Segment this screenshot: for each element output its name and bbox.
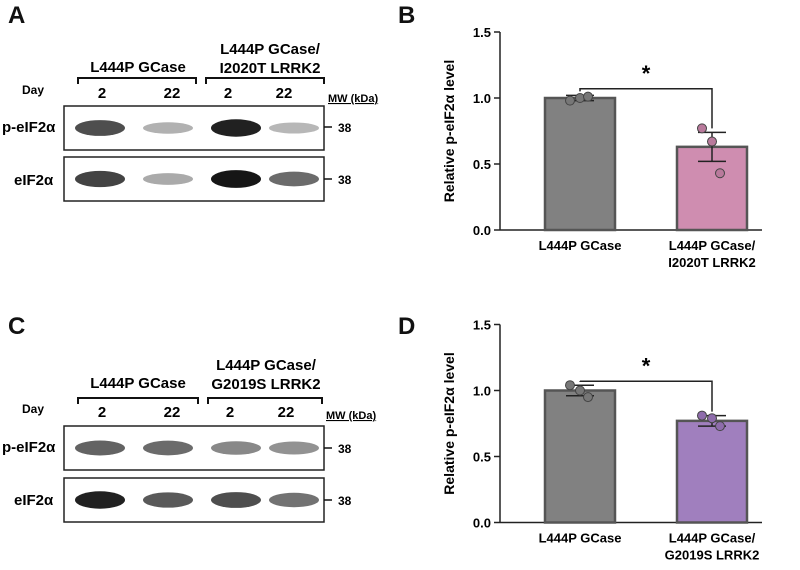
y-tick-label: 0.5 <box>473 450 491 465</box>
data-point <box>707 136 717 147</box>
bar <box>675 419 749 524</box>
group-label-l444p: L444P GCase <box>90 59 186 76</box>
group-bracket-2 <box>207 397 323 404</box>
western-blot-panel-a: L444P GCase L444P GCase/ I2020T LRRK2 Da… <box>2 41 378 202</box>
data-point <box>565 380 575 391</box>
blot-band <box>143 492 193 508</box>
row-label-p-eif2a: p-eIF2α <box>2 439 56 456</box>
day-2-label: 2 <box>226 404 234 421</box>
row-label-eif2a: eIF2α <box>14 492 54 509</box>
group-bracket-1 <box>77 77 197 84</box>
blot-band <box>143 173 193 185</box>
x-tick-label: L444P GCase/ <box>669 238 756 253</box>
blot-band <box>211 170 261 188</box>
day-2-label: 2 <box>98 85 106 102</box>
group-label-mutant-line1: L444P GCase/ <box>220 41 321 58</box>
day-label: Day <box>22 83 44 97</box>
group-label-mutant-line2: I2020T LRRK2 <box>220 60 321 77</box>
data-point <box>715 421 725 432</box>
group-bracket-2 <box>205 77 325 84</box>
data-point <box>583 91 593 102</box>
y-tick-label: 1.5 <box>473 318 491 333</box>
mw-label: MW (kDa) <box>326 410 376 422</box>
day-label: Day <box>22 402 44 416</box>
mw-label: MW (kDa) <box>328 93 378 105</box>
blot-band <box>211 492 261 508</box>
day-2-label: 2 <box>224 85 232 102</box>
group-label-l444p: L444P GCase <box>90 375 186 392</box>
blot-band <box>75 491 125 509</box>
panel-letter-b: B <box>398 2 416 29</box>
x-tick-label: L444P GCase <box>539 531 622 546</box>
blot-band <box>269 441 319 455</box>
panel-letter-c: C <box>8 313 26 340</box>
mw-value: 38 <box>338 494 352 508</box>
x-tick-label: L444P GCase/ <box>669 531 756 546</box>
y-axis-label: Relative p-eIF2α level <box>441 352 457 494</box>
mw-value: 38 <box>338 442 352 456</box>
data-point <box>707 413 717 424</box>
y-axis-label: Relative p-eIF2α level <box>441 60 457 202</box>
day-22-label: 22 <box>164 404 181 421</box>
group-label-mutant-line2: G2019S LRRK2 <box>211 376 320 393</box>
data-point <box>583 392 593 403</box>
y-tick-label: 1.0 <box>473 91 491 106</box>
blot-band <box>143 122 193 134</box>
significance-star: * <box>642 353 651 378</box>
y-tick-label: 1.5 <box>473 25 491 40</box>
day-2-label: 2 <box>98 404 106 421</box>
data-point <box>575 385 585 396</box>
significance-star: * <box>642 61 651 86</box>
blot-band <box>211 441 261 455</box>
data-point <box>565 95 575 106</box>
bar <box>543 389 617 524</box>
blot-band <box>211 119 261 137</box>
data-point <box>575 93 585 103</box>
mw-value: 38 <box>338 173 352 187</box>
blot-band <box>269 492 319 508</box>
day-22-label: 22 <box>278 404 295 421</box>
blot-band <box>75 120 125 136</box>
bar-chart-panel-b: 0.0 0.5 1.0 1.5 Relative p-eIF2α level L444P … <box>441 25 762 270</box>
significance-bracket <box>579 380 713 412</box>
day-22-label: 22 <box>276 85 293 102</box>
day-22-label: 22 <box>164 85 181 102</box>
blot-band <box>269 171 319 187</box>
blot-band <box>75 170 125 188</box>
y-tick-label: 1.0 <box>473 384 491 399</box>
group-bracket-1 <box>77 397 199 404</box>
x-tick-label: L444P GCase <box>539 238 622 253</box>
bar-chart-panel-d: 0.0 0.5 1.0 1.5 Relative p-eIF2α level L444P … <box>441 318 762 563</box>
significance-bracket <box>579 88 713 129</box>
data-point <box>697 123 707 134</box>
x-tick-label: I2020T LRRK2 <box>668 255 755 270</box>
panel-letter-a: A <box>8 2 26 29</box>
y-tick-label: 0.5 <box>473 157 491 172</box>
blot-band <box>269 122 319 134</box>
group-label-mutant-line1: L444P GCase/ <box>216 357 317 374</box>
y-tick-label: 0.0 <box>473 516 491 531</box>
blot-band <box>143 440 193 456</box>
row-label-p-eif2a: p-eIF2α <box>2 119 56 136</box>
panel-letter-d: D <box>398 313 416 340</box>
bar <box>543 96 617 232</box>
data-point <box>697 410 707 421</box>
row-label-eif2a: eIF2α <box>14 172 54 189</box>
y-tick-label: 0.0 <box>473 223 491 238</box>
mw-value: 38 <box>338 121 352 135</box>
western-blot-panel-c: L444P GCase L444P GCase/ G2019S LRRK2 Da… <box>2 357 376 523</box>
blot-band <box>75 440 125 456</box>
data-point <box>715 168 725 179</box>
x-tick-label: G2019S LRRK2 <box>665 548 760 563</box>
